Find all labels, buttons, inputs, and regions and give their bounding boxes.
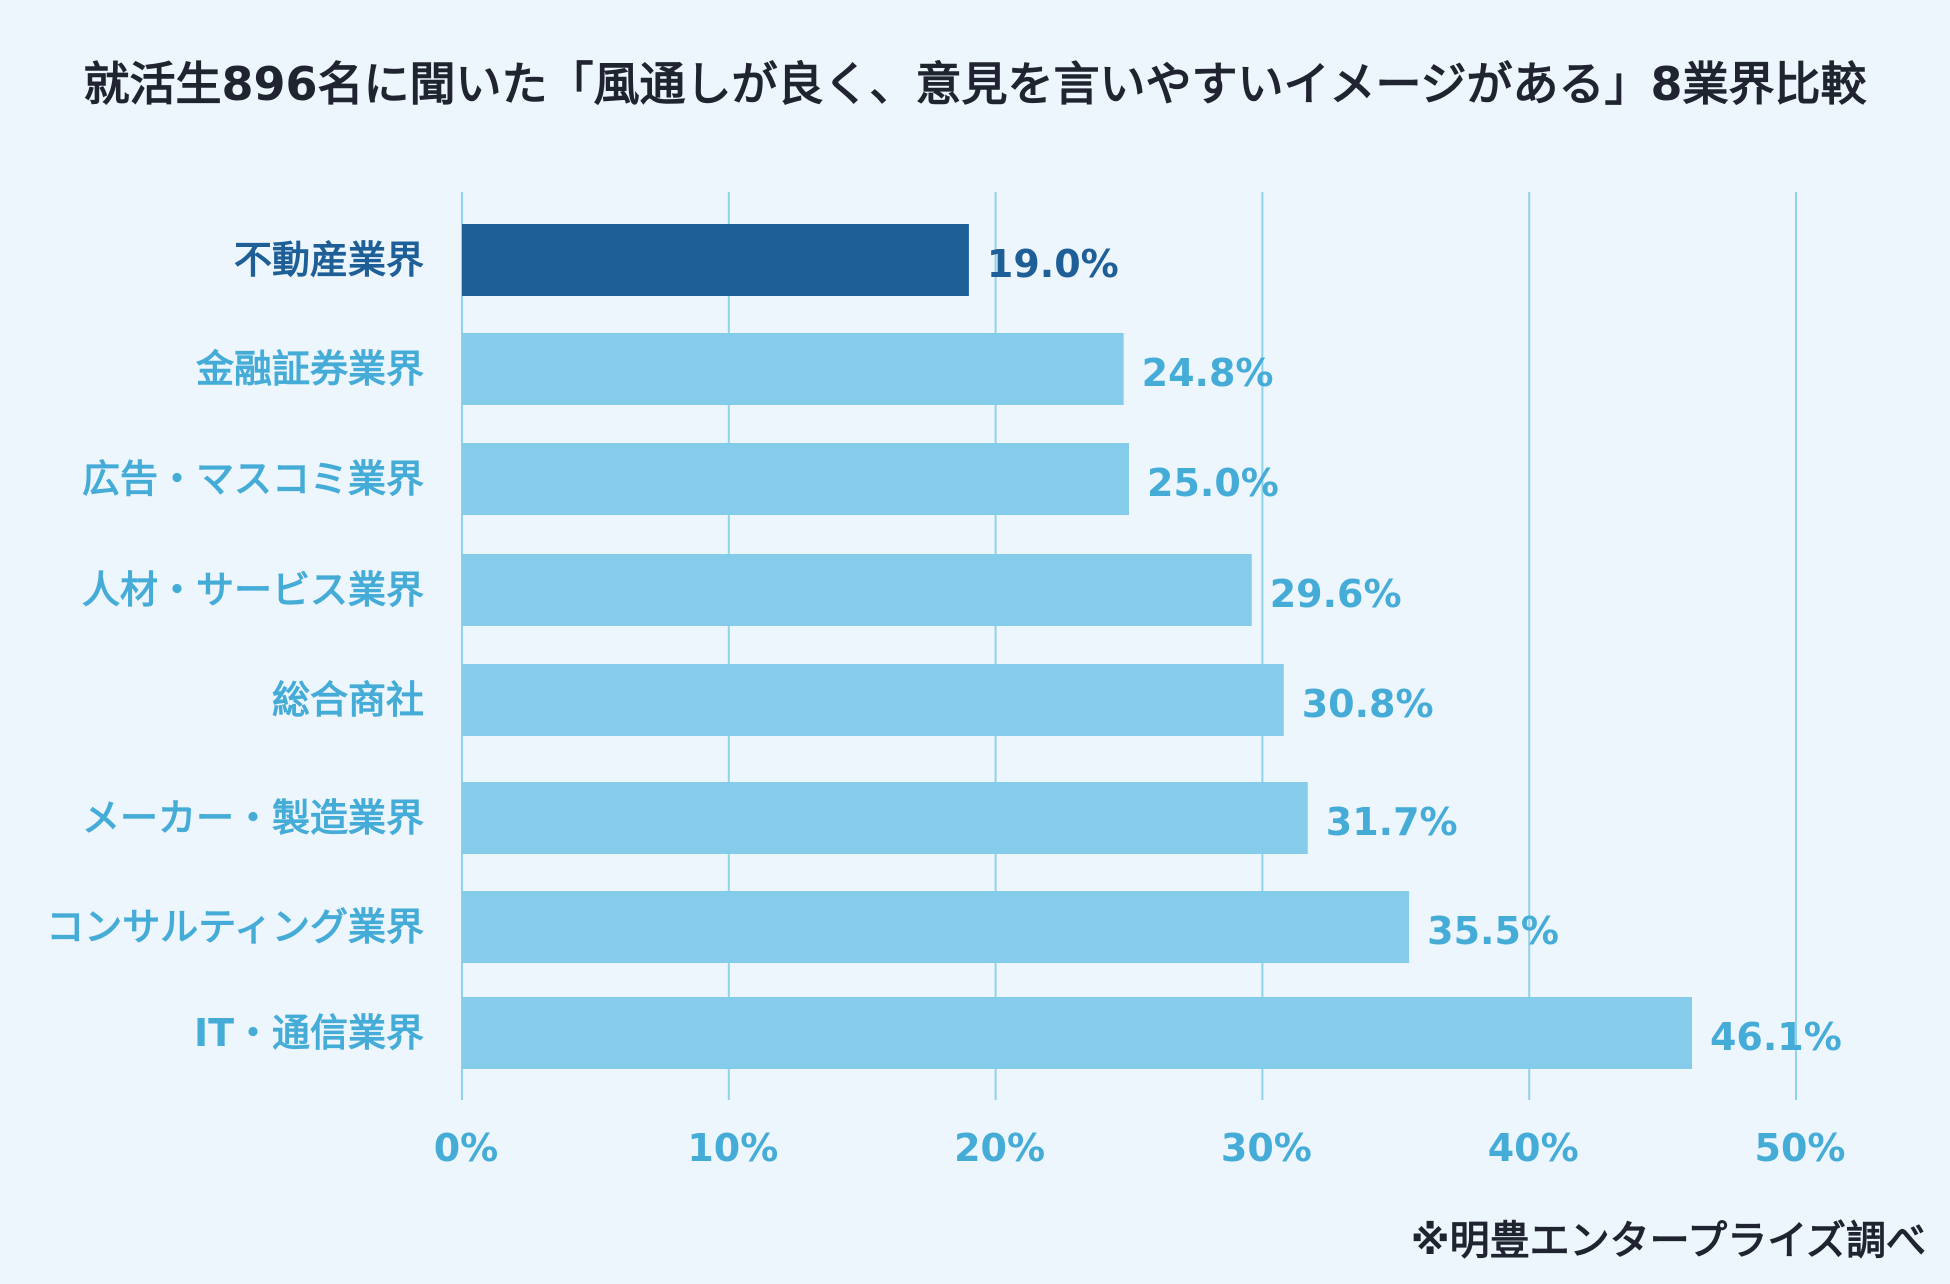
category-label: メーカー・製造業界	[82, 796, 424, 840]
bar	[462, 891, 1410, 963]
bar	[462, 333, 1124, 405]
data-label: 29.6%	[1270, 572, 1402, 616]
data-label: 35.5%	[1427, 909, 1559, 953]
category-label: コンサルティング業界	[46, 905, 424, 949]
x-tick-label: 20%	[954, 1126, 1045, 1170]
category-label: 広告・マスコミ業界	[82, 457, 424, 501]
data-label: 31.7%	[1326, 800, 1458, 844]
bar	[462, 997, 1692, 1069]
x-tick-label: 30%	[1221, 1126, 1312, 1170]
data-label: 46.1%	[1710, 1015, 1842, 1059]
category-label: IT・通信業界	[194, 1011, 424, 1055]
data-label: 19.0%	[987, 242, 1119, 286]
x-tick-label: 10%	[687, 1126, 778, 1170]
data-label: 30.8%	[1302, 682, 1434, 726]
chart-title: 就活生896名に聞いた「風通しが良く、意見を言いやすいイメージがある」8業界比較	[83, 57, 1867, 111]
data-label: 24.8%	[1142, 351, 1274, 395]
category-label: 金融証券業界	[195, 347, 424, 391]
category-label: 不動産業界	[234, 238, 424, 282]
bar	[462, 782, 1308, 854]
x-tick-label: 50%	[1755, 1126, 1846, 1170]
category-label: 総合商社	[272, 678, 424, 722]
bar	[462, 443, 1129, 515]
data-label: 25.0%	[1147, 461, 1279, 505]
source-note: ※明豊エンタープライズ調べ	[1410, 1218, 1926, 1264]
x-tick-label: 40%	[1488, 1126, 1579, 1170]
bar	[462, 554, 1252, 626]
bar	[462, 224, 969, 296]
category-label: 人材・サービス業界	[82, 568, 424, 612]
bar	[462, 664, 1284, 736]
x-tick-label: 0%	[434, 1126, 499, 1170]
